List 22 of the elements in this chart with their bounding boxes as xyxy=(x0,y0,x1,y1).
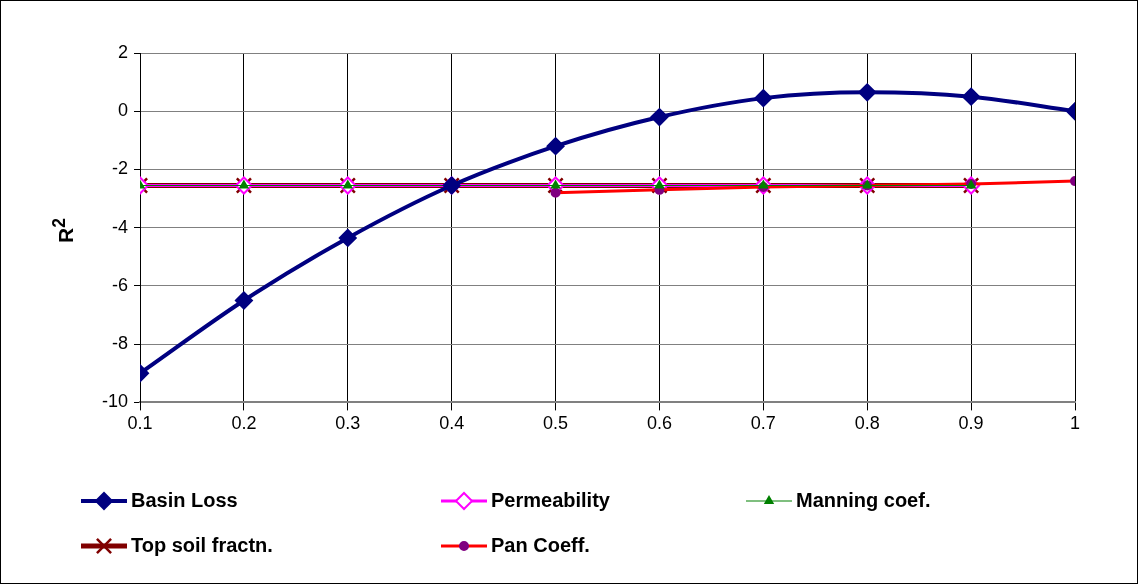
x-tick-label: 0.8 xyxy=(854,413,880,434)
legend-label: Pan Coeff. xyxy=(491,533,590,556)
y-tick-label: -4 xyxy=(112,216,129,237)
y-tick-label: 2 xyxy=(118,41,129,62)
legend-label: Top soil fractn. xyxy=(131,533,273,556)
y-tick-label: -6 xyxy=(112,274,129,295)
x-tick-label: 0.1 xyxy=(127,413,153,434)
x-tick-label: 0.3 xyxy=(335,413,361,434)
y-tick-label: -2 xyxy=(112,158,129,179)
legend-label: Manning coef. xyxy=(796,488,931,511)
y-tick-label: -10 xyxy=(102,391,129,412)
x-tick-label: 0.5 xyxy=(543,413,569,434)
x-tick-label: 0.7 xyxy=(750,413,776,434)
x-tick-label: 0.4 xyxy=(439,413,465,434)
x-tick-label: 0.2 xyxy=(231,413,257,434)
y-tick-label: -8 xyxy=(112,333,129,354)
legend-label: Permeability xyxy=(491,488,611,511)
x-tick-label: 0.9 xyxy=(958,413,984,434)
x-tick-label: 0.6 xyxy=(646,413,672,434)
x-tick-label: 1 xyxy=(1069,413,1081,434)
y-tick-label: 0 xyxy=(118,100,129,121)
legend-label: Basin Loss xyxy=(131,488,238,511)
